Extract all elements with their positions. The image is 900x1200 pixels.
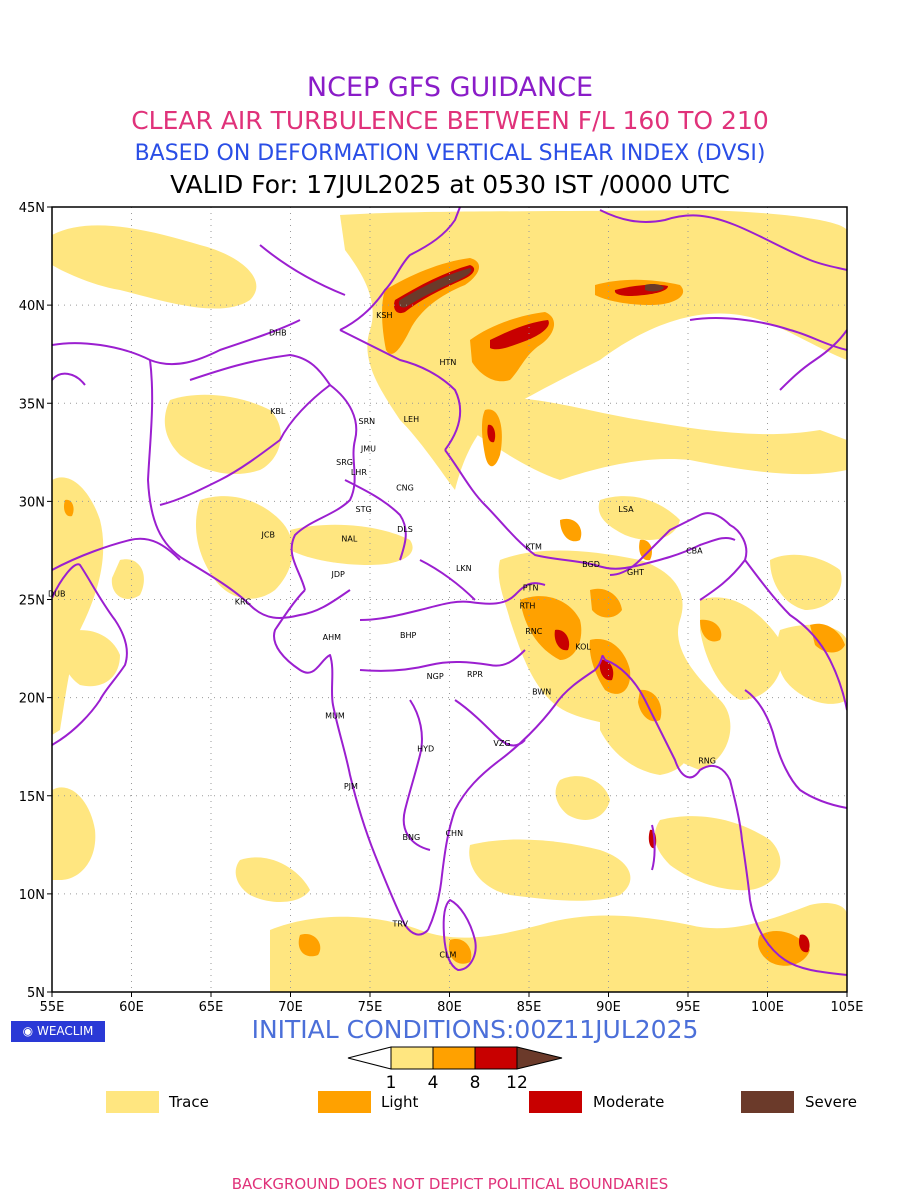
city-label-cba: CBA xyxy=(686,546,703,555)
legend-label-trace: Trace xyxy=(169,1093,209,1111)
lon-tick-label: 65E xyxy=(199,1000,224,1015)
lat-tick-label: 20N xyxy=(19,692,45,707)
legend-swatch-trace xyxy=(106,1091,159,1113)
logo-text: WEACLIM xyxy=(36,1024,94,1038)
lat-tick-label: 30N xyxy=(19,495,45,510)
city-label-htn: HTN xyxy=(439,358,456,367)
city-label-ahm: AHM xyxy=(323,633,341,642)
footer-disclaimer: BACKGROUND DOES NOT DEPICT POLITICAL BOU… xyxy=(231,1175,669,1193)
city-label-lsa: LSA xyxy=(618,505,634,514)
turbulence-shading xyxy=(52,210,847,992)
city-label-dub: DUB xyxy=(48,590,66,599)
title-model: NCEP GFS GUIDANCE xyxy=(306,72,594,103)
weaclim-logo: ◉ WEACLIM xyxy=(11,1021,105,1042)
city-label-pjm: PJM xyxy=(344,782,358,791)
city-label-ptn: PTN xyxy=(523,584,539,593)
city-label-jcb: JCB xyxy=(261,531,275,540)
city-label-dhb: DHB xyxy=(269,329,287,338)
city-label-ktm: KTM xyxy=(526,543,543,552)
lon-tick-label: 75E xyxy=(358,1000,383,1015)
city-label-ngp: NGP xyxy=(427,672,444,681)
legend-swatch-moderate xyxy=(529,1091,582,1113)
lon-tick-label: 100E xyxy=(751,1000,784,1015)
legend-label-severe: Severe xyxy=(805,1093,857,1111)
city-label-jmu: JMU xyxy=(360,444,376,453)
lat-tick-label: 40N xyxy=(19,299,45,314)
lon-tick-label: 85E xyxy=(517,1000,542,1015)
city-label-stg: STG xyxy=(356,505,372,514)
lat-tick-label: 15N xyxy=(19,790,45,805)
city-label-vzg: VZG xyxy=(493,739,510,748)
city-label-rng: RNG xyxy=(698,756,716,765)
title-product: CLEAR AIR TURBULENCE BETWEEN F/L 160 TO … xyxy=(131,106,769,135)
city-label-rth: RTH xyxy=(519,601,535,610)
lat-tick-label: 45N xyxy=(19,201,45,216)
lat-tick-label: 35N xyxy=(19,397,45,412)
lat-tick-label: 10N xyxy=(19,888,45,903)
lon-tick-label: 55E xyxy=(40,1000,65,1015)
lon-tick-label: 70E xyxy=(278,1000,303,1015)
lat-tick-label: 25N xyxy=(19,594,45,609)
legend-label-moderate: Moderate xyxy=(593,1093,665,1111)
city-label-krc: KRC xyxy=(235,597,251,606)
colorbar-label: 12 xyxy=(506,1073,528,1093)
city-label-rpr: RPR xyxy=(467,670,483,679)
lon-tick-label: 105E xyxy=(830,1000,863,1015)
city-label-lkn: LKN xyxy=(456,564,472,573)
city-label-dls: DLS xyxy=(397,525,413,534)
legend-label-light: Light xyxy=(381,1093,419,1111)
legend-swatch-severe xyxy=(741,1091,794,1113)
city-label-kol: KOL xyxy=(575,643,591,652)
colorbar-label: 8 xyxy=(470,1073,481,1093)
map-grid xyxy=(52,207,847,992)
city-label-bhp: BHP xyxy=(400,631,417,640)
colorbar-max-arrow xyxy=(516,1046,563,1070)
title-valid-time: VALID For: 17JUL2025 at 0530 IST /0000 U… xyxy=(170,170,730,199)
lon-tick-label: 90E xyxy=(596,1000,621,1015)
city-label-cng: CNG xyxy=(396,484,414,493)
legend-swatch-light xyxy=(318,1091,371,1113)
city-label-leh: LEH xyxy=(404,415,420,424)
city-label-ksh: KSH xyxy=(376,311,392,320)
colorbar-light-swatch xyxy=(432,1046,476,1070)
city-label-chn: CHN xyxy=(445,829,463,838)
city-label-ght: GHT xyxy=(627,568,644,577)
colorbar-label: 1 xyxy=(386,1073,397,1093)
city-label-trv: TRV xyxy=(391,919,408,928)
city-label-jdp: JDP xyxy=(331,570,346,579)
city-label-bng: BNG xyxy=(403,833,421,842)
city-label-lhr: LHR xyxy=(351,468,367,477)
city-label-clm: CLM xyxy=(439,951,456,960)
lat-tick-label: 5N xyxy=(27,986,45,1001)
colorbar-moderate-swatch xyxy=(474,1046,518,1070)
logo-globe-icon: ◉ xyxy=(22,1024,34,1038)
city-label-nal: NAL xyxy=(341,535,357,544)
initial-conditions-label: INITIAL CONDITIONS:00Z11JUL2025 xyxy=(251,1015,699,1044)
colorbar-trace-swatch xyxy=(390,1046,434,1070)
lon-tick-label: 95E xyxy=(676,1000,701,1015)
city-label-hyd: HYD xyxy=(417,745,434,754)
city-label-kbl: KBL xyxy=(270,407,286,416)
map-axes: 55E 60E 65E 70E 75E 80E 85E 90E 95E 100E 105E 45N 40… xyxy=(19,201,864,1015)
severe-areas xyxy=(398,268,664,308)
title-method: BASED ON DEFORMATION VERTICAL SHEAR INDE… xyxy=(134,141,766,166)
city-label-rnc: RNC xyxy=(525,627,543,636)
colorbar: 1 4 8 12 xyxy=(347,1046,563,1093)
city-label-mum: MUM xyxy=(325,711,345,720)
city-label-bgd: BGD xyxy=(582,560,600,569)
city-label-bwn: BWN xyxy=(532,688,551,697)
colorbar-min-arrow xyxy=(347,1046,392,1070)
lon-tick-label: 60E xyxy=(119,1000,144,1015)
city-label-srn: SRN xyxy=(359,417,376,426)
colorbar-label: 4 xyxy=(428,1073,439,1093)
lon-tick-label: 80E xyxy=(437,1000,462,1015)
boundary-lines xyxy=(52,207,847,976)
city-label-srg: SRG xyxy=(336,458,353,467)
